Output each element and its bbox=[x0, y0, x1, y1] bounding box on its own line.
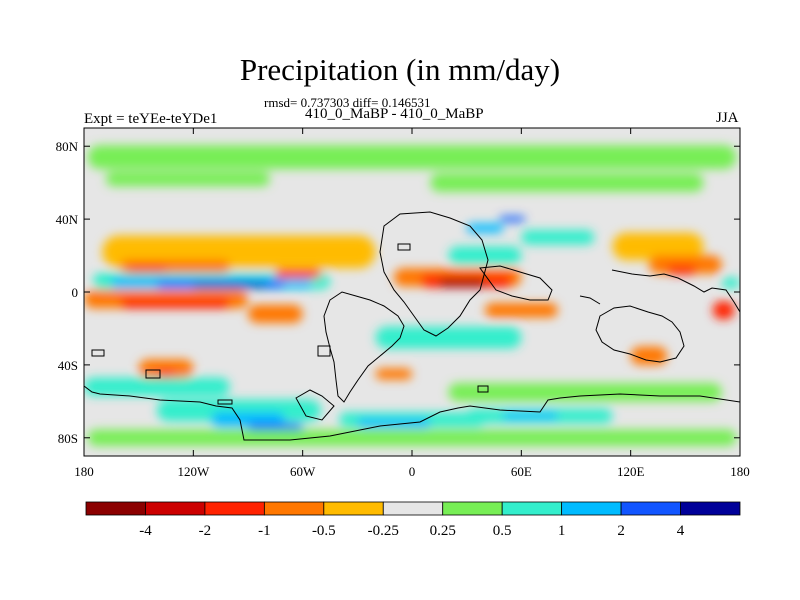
colorbar-label: 0.5 bbox=[493, 523, 512, 539]
precip-region bbox=[466, 223, 504, 233]
precip-region bbox=[156, 370, 176, 378]
colorbar-swatch bbox=[561, 501, 622, 516]
colorbar-swatch bbox=[85, 501, 146, 516]
precip-region bbox=[721, 277, 740, 289]
precip-region bbox=[667, 265, 697, 275]
x-tick-label: 180 bbox=[74, 464, 94, 479]
precip-region bbox=[612, 232, 704, 261]
precip-region bbox=[430, 173, 704, 192]
colorbar: -4 -2 -1 -0.5 -0.25 0.25 0.5 1 2 4 bbox=[85, 501, 741, 539]
precip-region bbox=[275, 269, 321, 279]
colorbar-swatch bbox=[145, 501, 206, 516]
precip-region bbox=[630, 346, 668, 365]
x-tick-label: 120E bbox=[617, 464, 645, 479]
x-tick-label: 180 bbox=[730, 464, 750, 479]
experiment-label: Expt = teYEe-teYDe1 bbox=[84, 111, 218, 127]
precip-region bbox=[375, 326, 522, 349]
x-tick-label: 120W bbox=[177, 464, 210, 479]
precip-region bbox=[375, 368, 412, 380]
colorbar-swatch bbox=[323, 501, 384, 516]
precip-region bbox=[120, 297, 230, 309]
precip-field bbox=[84, 145, 740, 446]
precip-region bbox=[448, 246, 522, 265]
season-label: JJA bbox=[716, 110, 739, 126]
precip-region bbox=[87, 145, 737, 169]
colorbar-label: -2 bbox=[199, 523, 212, 539]
coastlines bbox=[84, 211, 740, 441]
stats-text: rmsd= 0.737303 diff= 0.146531 bbox=[264, 95, 431, 110]
y-tick-label: 0 bbox=[72, 285, 79, 300]
colorbar-label: 4 bbox=[677, 523, 685, 539]
precip-region bbox=[448, 383, 722, 402]
y-axis: 80N 40N 0 40S 80S bbox=[56, 139, 740, 446]
colorbar-label: -4 bbox=[139, 523, 152, 539]
precip-region bbox=[357, 418, 431, 428]
x-tick-label: 60W bbox=[290, 464, 316, 479]
precip-region bbox=[503, 412, 558, 420]
colorbar-label: 1 bbox=[558, 523, 566, 539]
colorbar-label: 2 bbox=[617, 523, 625, 539]
colorbar-swatch bbox=[442, 501, 503, 516]
colorbar-swatch bbox=[501, 501, 563, 516]
subtitle: 410_0_MaBP - 410_0_MaBP bbox=[305, 106, 484, 122]
colorbar-label: -0.25 bbox=[368, 523, 399, 539]
colorbar-label: -0.5 bbox=[312, 523, 336, 539]
y-tick-label: 40S bbox=[58, 358, 78, 373]
precip-region bbox=[521, 230, 595, 245]
precip-region bbox=[248, 304, 303, 323]
x-axis: 180 120W 60W 0 60E 120E 180 bbox=[74, 128, 750, 479]
precip-region bbox=[102, 235, 376, 269]
colorbar-label: -1 bbox=[258, 523, 271, 539]
colorbar-label: 0.25 bbox=[430, 523, 456, 539]
precip-region bbox=[87, 429, 737, 446]
colorbar-swatch bbox=[620, 501, 681, 516]
precip-region bbox=[484, 302, 558, 318]
precip-region bbox=[193, 283, 267, 288]
page-title: Precipitation (in mm/day) bbox=[239, 52, 561, 87]
x-tick-label: 60E bbox=[511, 464, 532, 479]
colorbar-swatch bbox=[382, 501, 444, 516]
y-tick-label: 80S bbox=[58, 431, 78, 446]
precip-region bbox=[138, 359, 194, 378]
colorbar-swatch bbox=[680, 501, 741, 516]
colorbar-swatch bbox=[204, 501, 265, 516]
y-tick-label: 40N bbox=[56, 212, 79, 227]
precip-region bbox=[712, 301, 735, 320]
x-tick-label: 0 bbox=[409, 464, 416, 479]
y-tick-label: 80N bbox=[56, 139, 79, 154]
precip-region bbox=[105, 171, 270, 187]
precip-region bbox=[648, 255, 722, 274]
precip-region bbox=[439, 279, 485, 287]
precip-region bbox=[84, 377, 230, 396]
precip-region bbox=[499, 216, 525, 222]
colorbar-swatch bbox=[263, 501, 325, 516]
precip-region bbox=[129, 266, 166, 274]
